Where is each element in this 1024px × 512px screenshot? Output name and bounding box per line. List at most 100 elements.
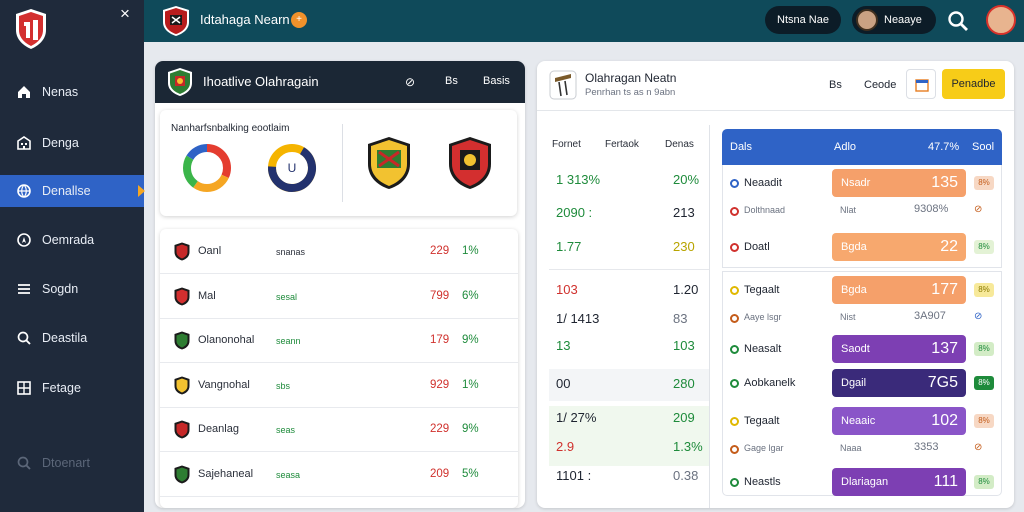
- toggle-icon[interactable]: ⊘: [974, 442, 983, 453]
- profile-pill-button[interactable]: Neaaye: [852, 6, 936, 34]
- bar-value: 137: [931, 340, 958, 357]
- match-score: 179: [430, 334, 450, 347]
- table-header-cell: 47.7%: [928, 141, 960, 153]
- card-title: Ihoatlive Olahragain: [203, 74, 319, 89]
- team-name: Oanl: [198, 245, 222, 257]
- table-row[interactable]: Doatl Bgda 22 8%: [722, 233, 1002, 261]
- header-action-basis[interactable]: Basis: [483, 75, 510, 87]
- column-header: Denas: [665, 139, 694, 150]
- score-bar[interactable]: Bgda 22: [832, 233, 966, 261]
- status-dot: [730, 179, 739, 188]
- match-row[interactable]: Sajehaneal seasa 209 5%: [160, 452, 518, 497]
- row-highlight: [549, 369, 709, 401]
- stat-value: 2090 :: [556, 205, 593, 220]
- panel-caption: Nanharfsnbalking eootlaim: [171, 123, 290, 134]
- table-header-cell: Dals: [730, 141, 753, 153]
- team-name: Neastls: [744, 476, 781, 488]
- shield-logo-icon[interactable]: [14, 8, 48, 50]
- stat-value: 1101 :: [556, 468, 592, 483]
- team-name: Doatl: [744, 241, 770, 253]
- donut-chart: [183, 144, 231, 192]
- match-percent: 6%: [462, 289, 479, 302]
- notification-dot[interactable]: +: [291, 12, 307, 28]
- table-row[interactable]: Tegaalt Bgda 177 8%: [722, 276, 1002, 304]
- table-row[interactable]: Dolthnaad Nlat 9308% ⊘: [722, 201, 1002, 223]
- table-row[interactable]: Neastls Dlariagan 111 8%: [722, 468, 1002, 496]
- score-bar[interactable]: Dgail 7G5: [832, 369, 966, 397]
- table-row[interactable]: Tegaalt Neaaic 102 8%: [722, 407, 1002, 435]
- user-avatar[interactable]: [986, 5, 1016, 35]
- sidebar-item-denallse[interactable]: Denallse: [0, 175, 145, 207]
- header-action-ceode[interactable]: Ceode: [864, 79, 897, 91]
- header-action-bs[interactable]: Bs: [829, 79, 842, 91]
- sidebar-item-nenas[interactable]: Nenas: [0, 76, 144, 108]
- globe-icon: [16, 183, 32, 199]
- match-status: seasa: [276, 470, 301, 480]
- search-icon[interactable]: [946, 9, 970, 33]
- match-row[interactable]: Vangnohal sbs 929 1%: [160, 363, 518, 408]
- match-row[interactable]: Deanlag seas 229 9%: [160, 407, 518, 453]
- stat-value: 209: [673, 410, 695, 425]
- status-dot: [730, 345, 739, 354]
- match-percent: 9%: [462, 334, 479, 347]
- sidebar-footer-item[interactable]: Dtoenart: [0, 447, 144, 479]
- bar-label: Dgail: [841, 377, 867, 389]
- sidebar: × Nenas Denga Denallse Oemrada Sogdn Dea…: [0, 0, 145, 512]
- stat-value: 83: [673, 311, 688, 326]
- match-row[interactable]: Mal sesal 799 6%: [160, 274, 518, 319]
- sidebar-item-denga[interactable]: Denga: [0, 127, 144, 159]
- club-badge-icon: [163, 6, 189, 36]
- match-list: Oanl snanas 229 1% Mal sesal 799 6% Olanonohal se…: [160, 229, 518, 508]
- score-bar[interactable]: Bgda 177: [832, 276, 966, 304]
- user-pill-button[interactable]: Ntsna Nae: [765, 6, 841, 34]
- stat-value: 00: [556, 376, 571, 391]
- card-title: Olahragan Neatn: [585, 71, 677, 85]
- score-bar[interactable]: Neaaic 102: [832, 407, 966, 435]
- club-badge-icon[interactable]: [448, 136, 492, 190]
- sidebar-item-oemrada[interactable]: Oemrada: [0, 224, 144, 256]
- score-bar[interactable]: Saodt 137: [832, 335, 966, 363]
- bar-value: 22: [940, 238, 958, 255]
- stat-value: 230: [673, 239, 695, 254]
- bar-value: 102: [931, 412, 958, 429]
- table-row[interactable]: Aaye lsgr Nist 3A907 ⊘: [722, 308, 1002, 330]
- match-row[interactable]: Olanonohal seann 179 9%: [160, 318, 518, 364]
- table-row[interactable]: Aobkanelk Dgail 7G5 8%: [722, 369, 1002, 397]
- sidebar-item-fetage[interactable]: Fetage: [0, 372, 144, 404]
- sidebar-item-deastila[interactable]: Deastila: [0, 322, 144, 354]
- close-icon[interactable]: ×: [120, 4, 130, 23]
- change-chip: 8%: [974, 342, 994, 356]
- team-name: Gage lgar: [744, 443, 784, 453]
- header-action-bs[interactable]: Bs: [445, 75, 458, 87]
- club-badge-icon[interactable]: [367, 136, 411, 190]
- club-badge-icon: [174, 331, 190, 350]
- card-header: Olahragan Neatn Penrhan ts as n 9abn Bs …: [537, 61, 1014, 111]
- status-dot: [730, 207, 739, 216]
- search-icon: [16, 455, 32, 471]
- score-bar[interactable]: Nsadr 135: [832, 169, 966, 197]
- stat-value: 0.38: [673, 468, 699, 483]
- sidebar-item-label: Dtoenart: [42, 456, 90, 470]
- team-name: Aobkanelk: [744, 377, 796, 389]
- toggle-icon[interactable]: ⊘: [974, 204, 983, 215]
- stat-value: 103: [556, 282, 578, 297]
- score-bar[interactable]: Dlariagan 111: [832, 468, 966, 496]
- match-score: 209: [430, 468, 450, 480]
- match-status: seann: [276, 336, 301, 347]
- toggle-icon[interactable]: ⊘: [974, 311, 983, 322]
- match-row[interactable]: Oanl snanas 229 1%: [160, 229, 518, 274]
- bar-label: Neaaic: [841, 415, 876, 427]
- divider: [709, 125, 710, 508]
- table-row[interactable]: Neaadit Nsadr 135 8%: [722, 169, 1002, 197]
- calendar-button[interactable]: [906, 69, 936, 99]
- club-badge-icon: [174, 242, 190, 261]
- primary-action-button[interactable]: Penadbe: [942, 69, 1005, 99]
- card-subtitle: Penrhan ts as n 9abn: [585, 87, 676, 98]
- table-row[interactable]: Gage lgar Naaa 3353 ⊘: [722, 439, 1002, 461]
- filter-icon[interactable]: ⊘: [405, 75, 416, 89]
- sidebar-item-label: Oemrada: [42, 233, 95, 247]
- table-row[interactable]: Neasalt Saodt 137 8%: [722, 335, 1002, 363]
- stat-value: 1.3%: [673, 439, 703, 454]
- stat-value: 103: [673, 338, 695, 353]
- sidebar-item-sogdn[interactable]: Sogdn: [0, 273, 144, 305]
